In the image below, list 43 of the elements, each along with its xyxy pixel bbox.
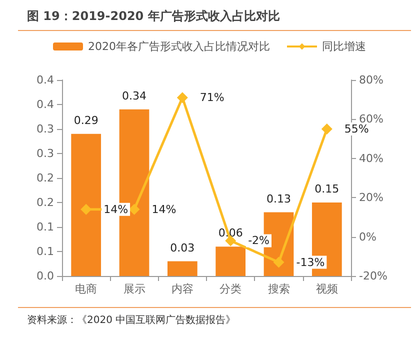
y2-tick-label: 0% xyxy=(359,230,376,244)
data-label: 0.03 xyxy=(170,241,195,254)
x-tick-label: 搜索 xyxy=(268,282,290,296)
x-tick-label: 电商 xyxy=(75,282,98,296)
y2-tick-label: 80% xyxy=(359,74,384,86)
y-tick-label: 0.2 xyxy=(36,172,54,184)
y-tick-label: 0.4 xyxy=(36,98,54,111)
y-tick-label: 0.3 xyxy=(36,122,54,136)
data-label: 0.15 xyxy=(314,182,340,196)
y-tick-label: 0.0 xyxy=(36,270,54,282)
text: 资料来源：《2020 中国互联网广告数据报告》 xyxy=(27,314,236,327)
y-tick-label: 0.2 xyxy=(36,196,54,209)
x-tick-label: 视频 xyxy=(316,282,338,296)
y-tick-label: 0.3 xyxy=(36,147,54,160)
data-label: 0.34 xyxy=(122,89,146,102)
y2-tick-label: 40% xyxy=(359,152,384,165)
legend-label: 同比增速 xyxy=(322,40,366,53)
x-tick-label: 内容 xyxy=(171,282,194,296)
data-label: 0.29 xyxy=(74,114,98,127)
point xyxy=(273,256,284,268)
data-label: 0.13 xyxy=(266,192,291,206)
point xyxy=(80,204,92,215)
data-label: -13% xyxy=(296,256,325,269)
bar xyxy=(216,246,246,276)
y-tick-label: 0.4 xyxy=(36,74,54,86)
y2-tick-label: 20% xyxy=(359,191,384,204)
y-tick-label: 0.1 xyxy=(36,220,54,234)
point xyxy=(321,124,332,134)
legend-label: 2020年各广告形式收入占比情况对比 xyxy=(88,40,270,53)
chart-title: 图 19：2019-2020 年广告形式收入占比对比 xyxy=(27,8,280,25)
bar xyxy=(167,261,198,276)
data-label: -2% xyxy=(248,234,270,248)
x-tick-label: 展示 xyxy=(123,284,146,296)
y-tick-label: 0.1 xyxy=(36,245,54,258)
point xyxy=(128,204,140,215)
data-label: 71% xyxy=(200,91,224,104)
data-label: 14% xyxy=(104,202,128,216)
x-tick-label: 分类 xyxy=(220,282,242,296)
point xyxy=(176,92,188,104)
y2-tick-label: -20% xyxy=(359,270,388,282)
data-label: 55% xyxy=(344,122,369,136)
bar xyxy=(71,134,102,276)
data-label: 14% xyxy=(152,202,176,216)
